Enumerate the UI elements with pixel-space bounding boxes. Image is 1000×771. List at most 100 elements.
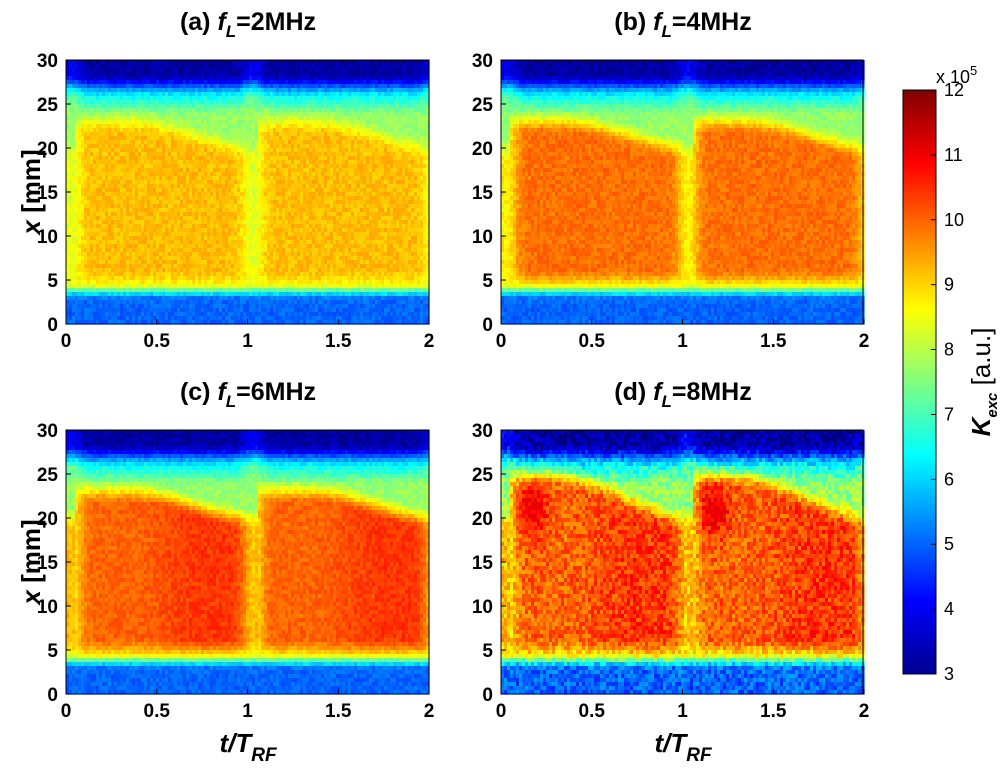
heatmap-cell: [378, 96, 382, 101]
heatmap-cell: [384, 112, 388, 117]
heatmap-cell: [150, 156, 154, 161]
heatmap-cell: [300, 144, 304, 149]
heatmap-cell: [78, 108, 82, 113]
heatmap-cell: [324, 96, 328, 101]
heatmap-cell: [141, 148, 145, 153]
heatmap-cell: [315, 84, 319, 89]
heatmap-cell: [423, 64, 427, 69]
heatmap-cell: [156, 60, 160, 65]
heatmap-cell: [69, 76, 73, 81]
heatmap-cell: [132, 92, 136, 97]
heatmap-cell: [294, 128, 298, 133]
heatmap-cell: [96, 80, 100, 85]
heatmap-cell: [270, 80, 274, 85]
heatmap-cell: [72, 104, 76, 109]
heatmap-cell: [147, 108, 151, 113]
heatmap-cell: [87, 136, 91, 141]
heatmap-cell: [426, 68, 430, 73]
heatmap-cell: [114, 88, 118, 93]
heatmap-cell: [162, 72, 166, 77]
heatmap-cell: [93, 124, 97, 129]
heatmap-cell: [375, 128, 379, 133]
heatmap-cell: [306, 96, 310, 101]
heatmap-cell: [126, 72, 130, 77]
heatmap-cell: [72, 108, 76, 113]
heatmap-cell: [126, 112, 130, 117]
heatmap-cell: [258, 72, 262, 77]
heatmap-cell: [246, 112, 250, 117]
heatmap-cell: [282, 84, 286, 89]
heatmap-cell: [96, 152, 100, 157]
heatmap-cell: [384, 132, 388, 137]
heatmap-cell: [300, 112, 304, 117]
heatmap-cell: [402, 64, 406, 69]
heatmap-cell: [180, 96, 184, 101]
heatmap-cell: [417, 76, 421, 81]
heatmap-cell: [345, 84, 349, 89]
heatmap-cell: [213, 120, 217, 125]
heatmap-cell: [342, 72, 346, 77]
heatmap-cell: [363, 68, 367, 73]
heatmap-cell: [306, 88, 310, 93]
heatmap-cell: [282, 92, 286, 97]
heatmap-cell: [225, 72, 229, 77]
heatmap-cell: [252, 132, 256, 137]
heatmap-cell: [189, 84, 193, 89]
heatmap-cell: [192, 112, 196, 117]
heatmap-cell: [135, 64, 139, 69]
heatmap-cell: [123, 132, 127, 137]
heatmap-cell: [132, 72, 136, 77]
heatmap-cell: [81, 84, 85, 89]
heatmap-cell: [111, 136, 115, 141]
heatmap-cell: [420, 92, 424, 97]
heatmap-cell: [87, 104, 91, 109]
heatmap-cell: [339, 112, 343, 117]
heatmap-cell: [156, 148, 160, 153]
heatmap-cell: [189, 92, 193, 97]
heatmap-cell: [219, 68, 223, 73]
heatmap-cell: [168, 116, 172, 121]
heatmap-cell: [186, 116, 190, 121]
heatmap-cell: [363, 124, 367, 129]
heatmap-cell: [297, 124, 301, 129]
heatmap-cell: [234, 120, 238, 125]
heatmap-cell: [366, 68, 370, 73]
heatmap-cell: [303, 64, 307, 69]
heatmap-cell: [108, 92, 112, 97]
heatmap-cell: [369, 88, 373, 93]
heatmap-cell: [153, 72, 157, 77]
heatmap-cell: [318, 60, 322, 65]
heatmap-cell: [261, 120, 265, 125]
heatmap-cell: [129, 120, 133, 125]
heatmap-cell: [75, 136, 79, 141]
heatmap-cell: [276, 72, 280, 77]
heatmap-cell: [222, 144, 226, 149]
heatmap-cell: [165, 76, 169, 81]
heatmap-cell: [198, 104, 202, 109]
heatmap-cell: [342, 92, 346, 97]
heatmap-cell: [72, 144, 76, 149]
heatmap-cell: [195, 136, 199, 141]
heatmap-cell: [201, 104, 205, 109]
heatmap-cell: [336, 124, 340, 129]
heatmap-cell: [252, 152, 256, 157]
heatmap-cell: [420, 140, 424, 145]
heatmap-cell: [366, 152, 370, 157]
heatmap-cell: [405, 84, 409, 89]
heatmap-cell: [417, 120, 421, 125]
heatmap-cell: [177, 68, 181, 73]
heatmap-cell: [147, 148, 151, 153]
heatmap-cell: [249, 124, 253, 129]
heatmap-cell: [345, 128, 349, 133]
heatmap-cell: [174, 88, 178, 93]
heatmap-cell: [267, 76, 271, 81]
heatmap-cell: [252, 80, 256, 85]
heatmap-cell: [108, 148, 112, 153]
heatmap-cell: [351, 88, 355, 93]
heatmap-cell: [348, 120, 352, 125]
heatmap-cell: [192, 136, 196, 141]
heatmap-cell: [279, 140, 283, 145]
heatmap-cell: [417, 136, 421, 141]
heatmap-cell: [399, 116, 403, 121]
heatmap-cell: [285, 76, 289, 81]
